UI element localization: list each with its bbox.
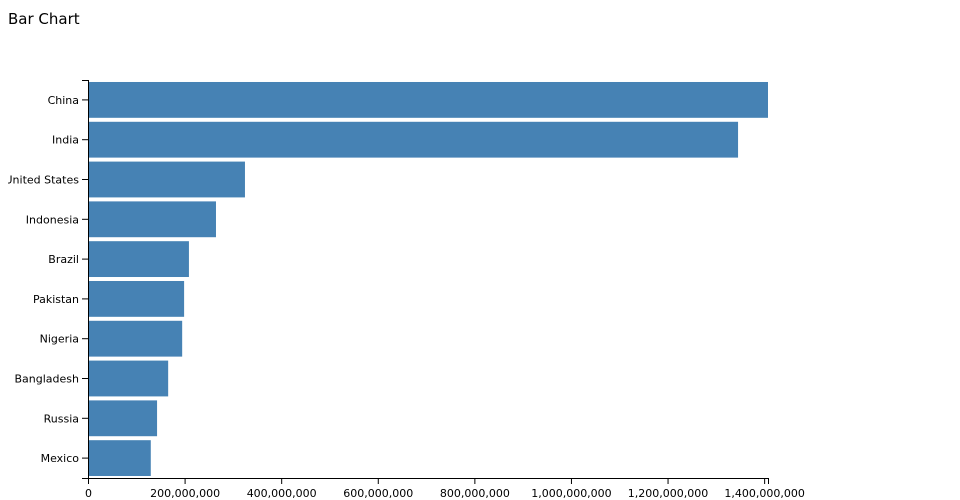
x-tick: 800,000,000 [440, 478, 510, 500]
x-tick-label: 800,000,000 [440, 487, 510, 500]
y-tick: India [52, 134, 88, 147]
x-tick: 1,200,000,000 [628, 478, 708, 500]
y-tick-label: Mexico [41, 452, 80, 465]
x-tick-label: 0 [85, 487, 92, 500]
bar [88, 280, 185, 317]
x-tick: 400,000,000 [247, 478, 317, 500]
chart-title: Bar Chart [8, 10, 80, 28]
x-tick: 1,400,000,000 [724, 478, 805, 500]
x-tick: 600,000,000 [343, 478, 413, 500]
y-tick-label: Nigeria [40, 333, 79, 346]
bar [88, 241, 189, 278]
y-tick-label: India [52, 134, 79, 147]
x-tick-label: 1,000,000,000 [531, 487, 611, 500]
x-axis-line [88, 478, 769, 484]
y-tick-label: United States [8, 174, 79, 187]
y-tick-label: Brazil [48, 253, 79, 266]
y-tick: Nigeria [40, 333, 88, 346]
y-tick-label: Pakistan [33, 293, 79, 306]
bar [88, 81, 768, 118]
bar [88, 320, 183, 357]
y-tick-label: China [48, 94, 79, 107]
x-tick: 200,000,000 [150, 478, 220, 500]
x-tick: 0 [85, 478, 92, 500]
bar [88, 400, 158, 437]
bar [88, 360, 169, 397]
y-tick: Mexico [41, 452, 88, 465]
bar [88, 201, 216, 238]
chart: Bar Chart China India United States Indones… [8, 10, 805, 500]
x-tick-label: 600,000,000 [343, 487, 413, 500]
y-tick: Brazil [48, 253, 88, 266]
y-tick: Russia [44, 412, 88, 425]
y-tick: United States [8, 174, 88, 187]
x-tick-label: 200,000,000 [150, 487, 220, 500]
bar [88, 161, 245, 198]
bar [88, 440, 151, 477]
x-tick-label: 1,200,000,000 [628, 487, 708, 500]
y-tick: Bangladesh [15, 373, 88, 386]
x-tick-label: 400,000,000 [247, 487, 317, 500]
x-tick-label: 1,400,000,000 [724, 487, 804, 500]
y-tick-label: Russia [44, 412, 79, 425]
y-tick: Indonesia [26, 213, 88, 226]
y-tick: Pakistan [33, 293, 88, 306]
bar [88, 121, 739, 158]
x-tick: 1,000,000,000 [531, 478, 612, 500]
y-tick-label: Indonesia [26, 213, 79, 226]
y-tick-label: Bangladesh [15, 373, 80, 386]
y-tick: China [48, 94, 88, 107]
y-axis-line [82, 80, 89, 479]
